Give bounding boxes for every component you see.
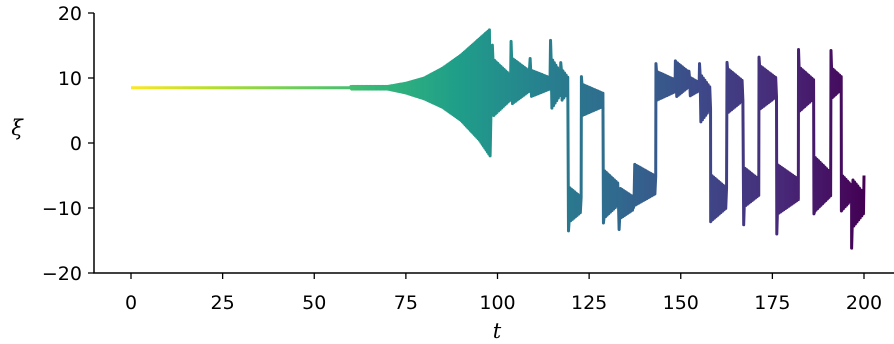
x-tick-label: 200 bbox=[846, 292, 882, 314]
y-ticks: −20 −10 0 10 20 bbox=[42, 3, 94, 285]
y-axis-label: ξ bbox=[11, 116, 24, 140]
y-tick-label: 10 bbox=[58, 68, 82, 90]
y-tick-label: 20 bbox=[58, 3, 82, 25]
series-line bbox=[131, 28, 866, 250]
plot-area bbox=[131, 28, 866, 250]
y-tick-label: −20 bbox=[42, 263, 82, 285]
x-tick-label: 0 bbox=[125, 292, 137, 314]
x-tick-label: 150 bbox=[663, 292, 699, 314]
x-tick-label: 50 bbox=[302, 292, 326, 314]
y-tick-label: −10 bbox=[42, 198, 82, 220]
x-tick-label: 100 bbox=[479, 292, 515, 314]
x-axis-label: t bbox=[493, 319, 502, 343]
x-tick-label: 125 bbox=[571, 292, 607, 314]
x-tick-label: 25 bbox=[211, 292, 235, 314]
x-tick-label: 75 bbox=[394, 292, 418, 314]
x-tick-label: 175 bbox=[754, 292, 790, 314]
y-tick-label: 0 bbox=[70, 133, 82, 155]
x-ticks: 0 25 50 75 100 125 150 175 200 bbox=[125, 273, 882, 314]
